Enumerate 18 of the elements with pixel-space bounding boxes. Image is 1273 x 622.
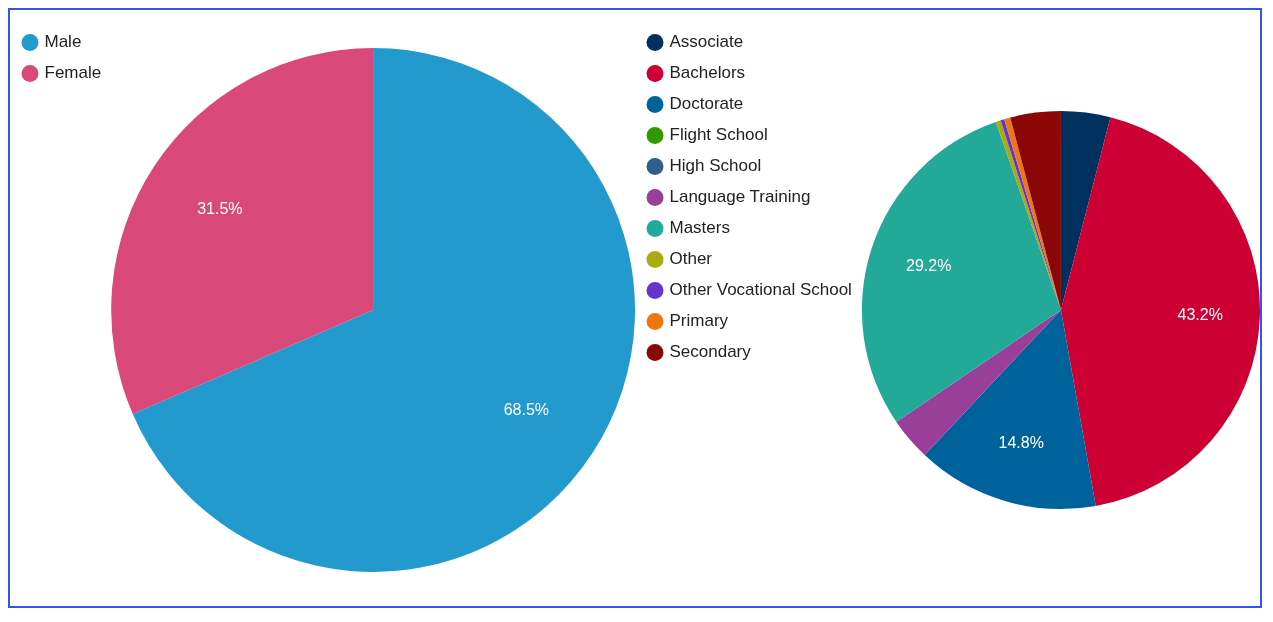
data-label: 29.2%	[906, 256, 952, 274]
legend-label: Female	[44, 63, 102, 83]
legend-label: Secondary	[669, 342, 752, 362]
legend-label: Primary	[669, 311, 729, 331]
legend-label: Language Training	[669, 187, 811, 207]
data-label: 43.2%	[1177, 305, 1223, 323]
legend-label: Bachelors	[669, 63, 746, 83]
legend-label: Other Vocational School	[669, 280, 852, 300]
legend-label: Doctorate	[669, 94, 744, 114]
legend-label: Masters	[669, 218, 730, 238]
legend-label: Other	[669, 249, 713, 269]
legend-label: Associate	[669, 32, 744, 52]
data-label: 31.5%	[197, 199, 243, 217]
legend-label: Male	[44, 32, 82, 52]
legend-label: High School	[669, 156, 762, 176]
data-label: 68.5%	[503, 401, 550, 419]
legend-label: Flight School	[669, 125, 768, 145]
data-label: 14.8%	[998, 433, 1044, 451]
